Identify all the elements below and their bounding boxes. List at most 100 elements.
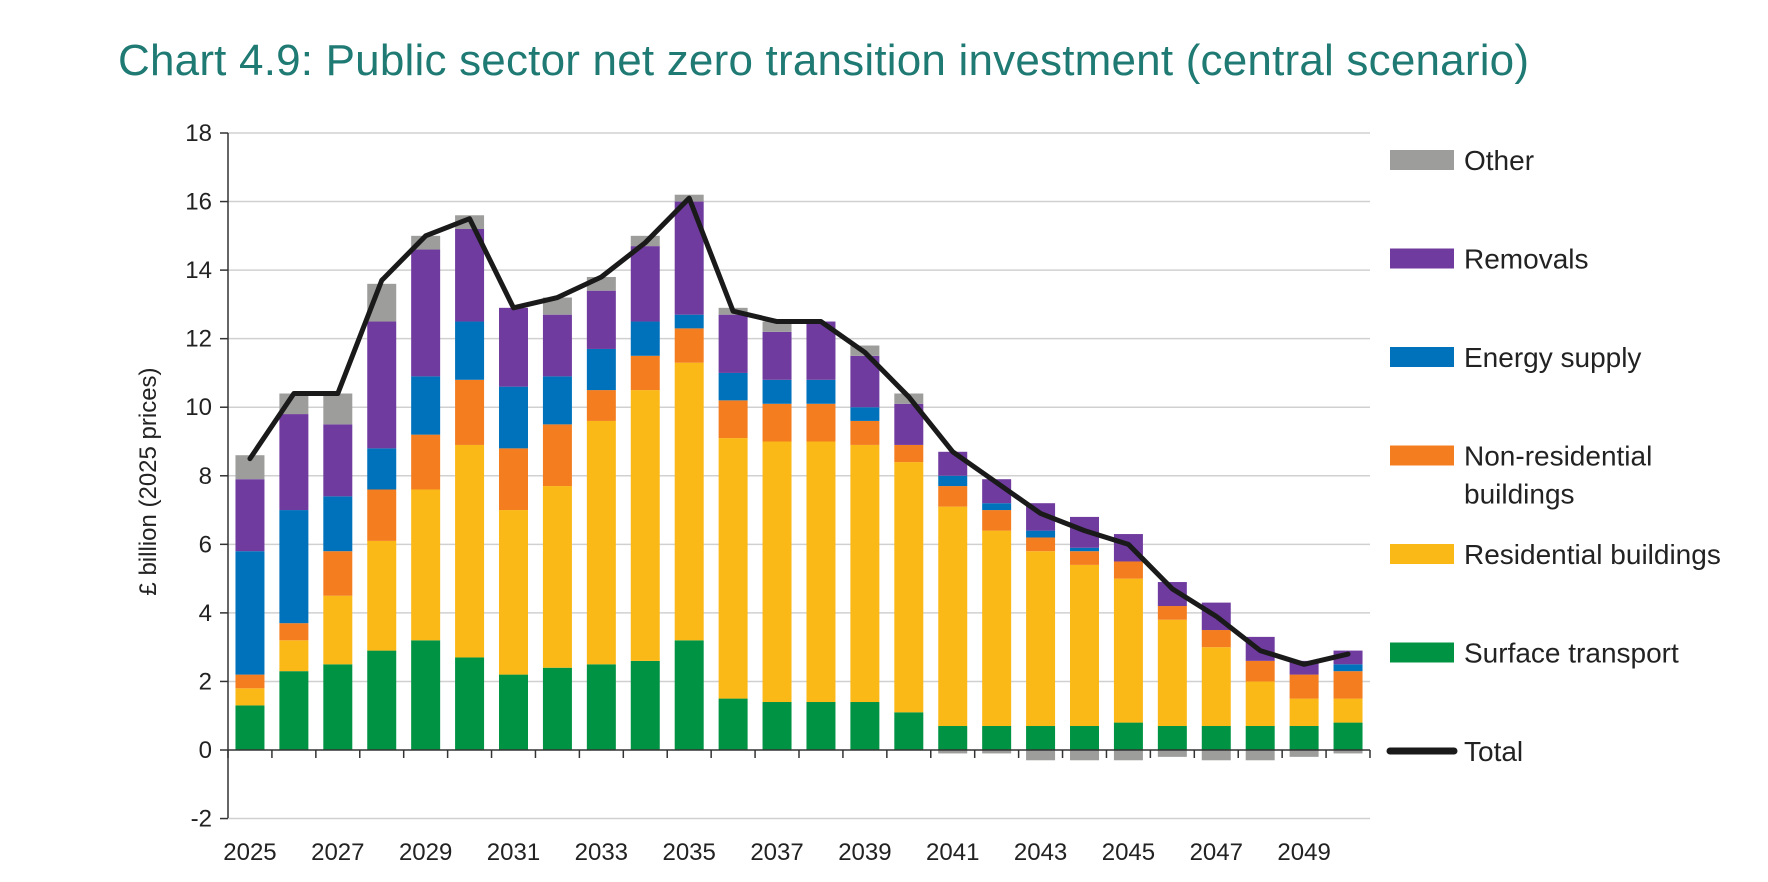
legend-label-other: Other: [1464, 145, 1534, 176]
bar-segment-energy-supply-2044: [1070, 547, 1099, 552]
bar-segment-energy-supply-2034: [630, 321, 660, 356]
y-tick-label: 0: [199, 737, 212, 764]
bar-segment-residential-buildings-2037: [762, 441, 792, 703]
bar-segment-other-2049: [1289, 750, 1319, 757]
bar-segment-surface-transport-2048: [1245, 726, 1275, 750]
bar-segment-energy-supply-2030: [455, 321, 485, 380]
bar-segment-non-residential-buildings-2047: [1201, 630, 1231, 648]
legend-swatch-energy-supply: [1390, 347, 1454, 367]
bar-segment-other-2050: [1333, 750, 1363, 754]
legend-swatch-non-residential-buildings: [1390, 445, 1454, 466]
bar-segment-removals-2037: [762, 331, 792, 380]
legend-label-energy-supply: Energy supply: [1464, 342, 1641, 373]
bar-segment-residential-buildings-2050: [1333, 698, 1363, 723]
bar-segment-residential-buildings-2040: [894, 462, 924, 713]
bar-segment-non-residential-buildings-2049: [1289, 674, 1319, 699]
bar-segment-energy-supply-2037: [762, 379, 792, 404]
bar-segment-surface-transport-2033: [586, 664, 616, 750]
x-tick-label: 2033: [575, 839, 628, 866]
bar-segment-non-residential-buildings-2033: [586, 390, 616, 421]
bar-segment-non-residential-buildings-2050: [1333, 671, 1363, 699]
bar-segment-other-2047: [1201, 750, 1231, 761]
bar-segment-energy-supply-2025: [235, 551, 265, 675]
legend-swatch-other: [1390, 150, 1454, 170]
y-tick-label: -2: [191, 806, 212, 833]
bar-segment-residential-buildings-2031: [499, 510, 528, 675]
bar-segment-surface-transport-2047: [1201, 726, 1231, 750]
bar-segment-non-residential-buildings-2032: [542, 424, 572, 487]
bar-segment-surface-transport-2039: [850, 702, 880, 750]
bar-segment-energy-supply-2026: [279, 510, 309, 624]
bar-segment-surface-transport-2031: [499, 674, 528, 750]
bar-segment-residential-buildings-2035: [674, 362, 704, 641]
bar-segment-energy-supply-2035: [674, 314, 704, 329]
legend-label-surface-transport: Surface transport: [1464, 638, 1679, 669]
y-axis-title: £ billion (2025 prices): [135, 367, 162, 595]
bar-segment-residential-buildings-2027: [323, 595, 353, 665]
bar-segment-surface-transport-2040: [894, 712, 924, 750]
bar-segment-removals-2041: [938, 451, 968, 476]
bar-segment-residential-buildings-2046: [1157, 619, 1187, 726]
bar-segment-surface-transport-2044: [1070, 726, 1099, 750]
bar-segment-removals-2027: [323, 424, 353, 497]
bar-segment-removals-2028: [367, 321, 397, 449]
bar-segment-surface-transport-2050: [1333, 722, 1363, 750]
y-tick-label: 4: [199, 600, 212, 627]
y-tick-label: 2: [199, 668, 212, 695]
bar-segment-residential-buildings-2047: [1201, 647, 1231, 727]
bar-segment-non-residential-buildings-2042: [982, 510, 1012, 531]
bar-segment-residential-buildings-2033: [586, 420, 616, 665]
bar-segment-removals-2030: [455, 228, 485, 322]
x-tick-label: 2035: [662, 839, 715, 866]
bar-segment-non-residential-buildings-2026: [279, 623, 309, 641]
bar-segment-surface-transport-2029: [411, 640, 441, 750]
x-tick-label: 2029: [399, 839, 452, 866]
legend-label-total: Total: [1464, 736, 1523, 767]
x-tick-label: 2031: [487, 839, 540, 866]
legend: Other Removals Energy supply Non-residentia…: [1386, 145, 1721, 767]
bar-segment-surface-transport-2041: [938, 726, 968, 750]
bar-segment-surface-transport-2037: [762, 702, 792, 750]
bar-segment-non-residential-buildings-2036: [718, 400, 748, 439]
bar-segment-surface-transport-2038: [806, 702, 836, 750]
bar-segment-energy-supply-2032: [542, 376, 572, 425]
x-tick-label: 2043: [1014, 839, 1067, 866]
bar-segment-removals-2033: [586, 290, 616, 349]
legend-swatch-removals: [1390, 248, 1454, 269]
y-tick-label: 18: [185, 120, 212, 147]
bar-segment-removals-2026: [279, 414, 309, 511]
bar-segment-non-residential-buildings-2045: [1113, 561, 1143, 579]
bar-segment-residential-buildings-2030: [455, 444, 485, 658]
bar-segment-surface-transport-2045: [1113, 722, 1143, 750]
y-tick-label: 16: [185, 189, 212, 216]
bar-segment-residential-buildings-2025: [235, 688, 265, 706]
bar-segment-residential-buildings-2032: [542, 486, 572, 668]
bar-segment-energy-supply-2043: [1026, 530, 1056, 538]
bar-segment-other-2042: [982, 750, 1012, 754]
x-tick-label: 2039: [838, 839, 891, 866]
y-tick-label: 8: [199, 463, 212, 490]
bar-segment-surface-transport-2043: [1026, 726, 1056, 750]
bar-segment-surface-transport-2030: [455, 657, 485, 750]
bar-segment-surface-transport-2049: [1289, 726, 1319, 750]
bar-segment-other-2027: [323, 393, 353, 425]
bar-segment-residential-buildings-2042: [982, 530, 1012, 726]
bar-segment-removals-2034: [630, 246, 660, 322]
bar-segment-energy-supply-2027: [323, 496, 353, 552]
bar-segment-energy-supply-2038: [806, 379, 836, 404]
bar-stacks: [235, 194, 1363, 761]
bar-segment-other-2041: [938, 750, 968, 754]
axes: -2 0 2 4 6 8 10 12 14 16 18 £ billion (2025 prices)…: [135, 120, 1371, 866]
bar-segment-surface-transport-2034: [630, 660, 660, 750]
bar-segment-non-residential-buildings-2041: [938, 486, 968, 507]
bar-segment-residential-buildings-2038: [806, 441, 836, 703]
bar-segment-residential-buildings-2028: [367, 540, 397, 651]
bar-segment-non-residential-buildings-2038: [806, 403, 836, 442]
series-line-total: [247, 195, 1351, 667]
legend-label-residential-buildings: Residential buildings: [1464, 539, 1721, 570]
x-tick-label: 2037: [750, 839, 803, 866]
bar-segment-other-2048: [1245, 750, 1275, 761]
bar-segment-surface-transport-2025: [235, 705, 265, 750]
x-tick-label: 2047: [1190, 839, 1243, 866]
